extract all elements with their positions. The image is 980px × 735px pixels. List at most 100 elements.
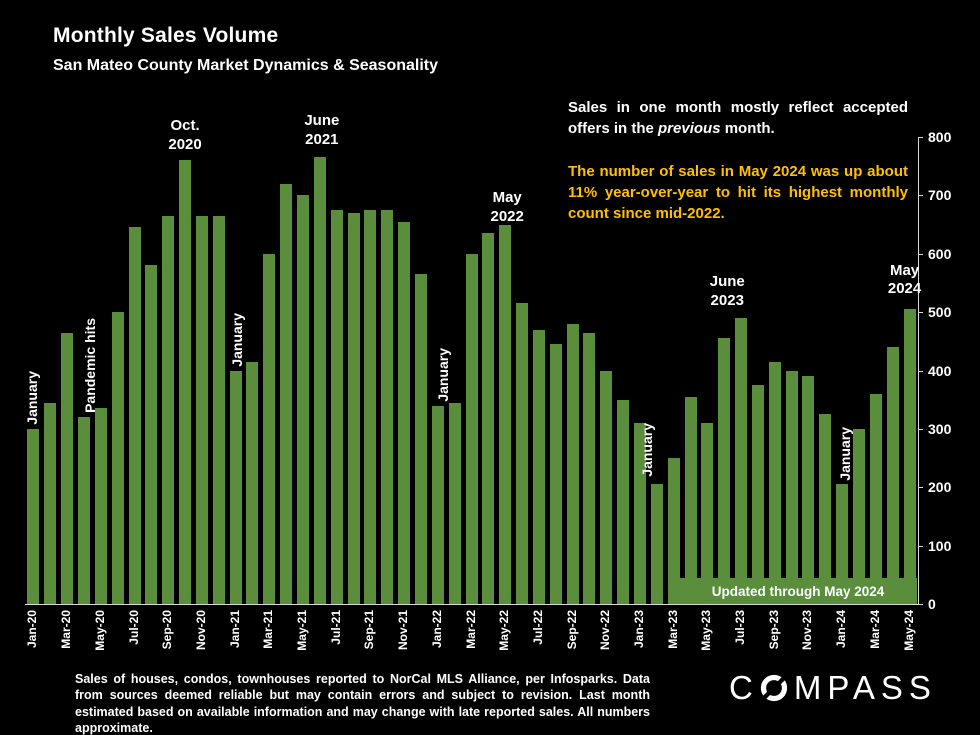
note-accepted-offers: Sales in one month mostly reflect accept… <box>568 98 908 139</box>
x-axis-label: Nov-23 <box>800 610 815 651</box>
peak-annotation-line: 2023 <box>710 291 744 309</box>
x-axis-label: Nov-21 <box>396 610 411 651</box>
vertical-annotation: January <box>638 423 655 478</box>
bar <box>313 157 326 604</box>
peak-annotation-line: 2020 <box>168 135 202 153</box>
y-axis-tick <box>918 545 923 547</box>
bar <box>246 361 259 604</box>
y-axis-label: 200 <box>928 479 952 496</box>
peak-annotation-line: 2022 <box>490 207 524 225</box>
bar <box>297 195 309 604</box>
bar <box>650 484 663 604</box>
bar <box>364 209 377 604</box>
bar <box>667 458 680 604</box>
peak-annotation-line: 2021 <box>305 130 339 148</box>
x-axis-label: Jul-21 <box>328 610 343 645</box>
page-subtitle: San Mateo County Market Dynamics & Seaso… <box>53 57 438 74</box>
page-title: Monthly Sales Volume <box>53 24 279 47</box>
bar <box>414 274 427 604</box>
vertical-annotation: January <box>228 312 245 367</box>
x-axis-label: Nov-22 <box>598 610 613 651</box>
peak-annotation: Oct. 2020 <box>168 117 201 155</box>
x-axis-label: Mar-24 <box>867 610 882 649</box>
bar <box>77 417 90 604</box>
bar <box>145 265 158 604</box>
x-axis-label: Sep-21 <box>362 610 377 650</box>
bar <box>179 160 192 604</box>
y-axis-tick <box>918 312 923 314</box>
note-accepted-offers-italic: previous <box>658 119 721 137</box>
bar <box>44 402 57 604</box>
y-axis-label: 0 <box>928 596 936 612</box>
bar <box>819 414 832 604</box>
bar <box>836 484 849 604</box>
y-axis-label: 500 <box>928 304 952 321</box>
x-axis-label: Mar-22 <box>463 610 478 649</box>
bar <box>128 227 141 604</box>
bar <box>583 332 596 604</box>
x-axis-line <box>25 604 919 605</box>
peak-annotation: May 2024 <box>888 262 921 300</box>
x-axis-label: Sep-20 <box>160 610 175 650</box>
y-axis-label: 400 <box>928 362 952 379</box>
bar <box>633 423 646 604</box>
bar <box>162 215 175 604</box>
bar <box>499 224 512 604</box>
x-axis-label: Sep-23 <box>766 610 781 650</box>
y-axis-tick <box>918 253 923 255</box>
vertical-annotation: Pandemic hits <box>81 318 98 414</box>
bar <box>566 323 579 604</box>
x-axis-label: Mar-20 <box>59 610 74 649</box>
bar <box>684 396 697 604</box>
bar <box>886 347 899 604</box>
bar <box>94 408 107 604</box>
peak-annotation-line: May <box>889 261 920 279</box>
x-axis-label: Jan-22 <box>429 610 444 649</box>
note-accepted-offers-post: month. <box>720 119 775 137</box>
x-axis-label: Jul-20 <box>126 610 141 645</box>
x-axis-label: Jul-22 <box>530 610 545 645</box>
peak-annotation-line: June <box>709 272 745 290</box>
bar <box>903 309 916 604</box>
peak-annotation-line: Oct. <box>170 116 200 134</box>
compass-logo-c: C <box>729 669 759 706</box>
note-accepted-offers-pre: Sales in one month mostly reflect accept… <box>568 99 908 137</box>
bar <box>549 344 562 604</box>
y-axis-tick <box>918 604 923 605</box>
x-axis-label: May-23 <box>699 610 714 651</box>
y-axis-tick <box>918 137 923 138</box>
y-axis-label: 800 <box>928 129 952 145</box>
bar <box>482 233 495 604</box>
peak-annotation: June 2021 <box>304 112 339 150</box>
vertical-annotation: January <box>24 371 41 425</box>
bar <box>516 303 529 604</box>
bar <box>347 212 360 604</box>
x-axis-label: May-20 <box>92 610 107 651</box>
updated-banner: Updated through May 2024 <box>679 578 917 604</box>
bar <box>448 402 461 604</box>
peak-annotation: June 2023 <box>710 273 745 311</box>
bar <box>330 209 343 604</box>
x-axis-label: Jan-24 <box>834 610 849 649</box>
y-axis-tick <box>918 195 923 197</box>
x-axis-label: Jan-20 <box>25 610 40 649</box>
bar <box>27 428 40 604</box>
bar <box>701 423 714 604</box>
vertical-annotation: January <box>837 426 854 481</box>
bar <box>600 370 613 604</box>
bar <box>263 253 276 604</box>
bar <box>802 376 815 604</box>
y-axis-label: 300 <box>928 420 952 437</box>
bar <box>869 393 882 604</box>
bar <box>735 317 748 604</box>
bar <box>381 209 394 604</box>
bar <box>212 215 225 604</box>
x-axis-label: Mar-21 <box>261 610 276 649</box>
compass-logo-rest: MPASS <box>793 669 937 706</box>
disclaimer-text: Sales of houses, condos, townhouses repo… <box>75 672 650 735</box>
bar <box>617 399 630 604</box>
x-axis-label: May-24 <box>901 610 916 651</box>
bar <box>111 312 124 604</box>
bar <box>768 361 781 604</box>
